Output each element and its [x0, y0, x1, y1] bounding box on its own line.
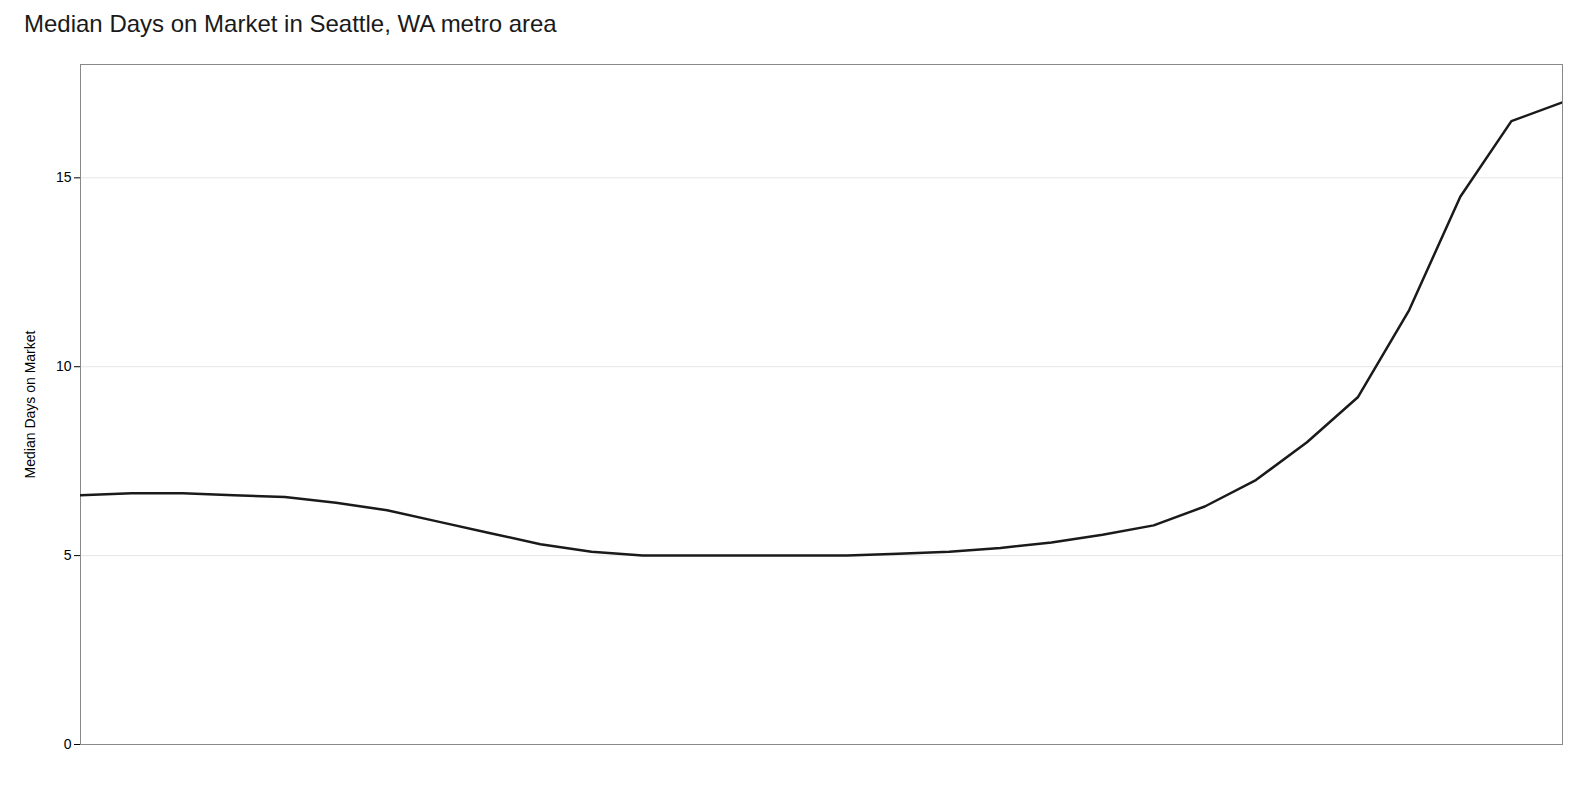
svg-text:15: 15	[56, 169, 72, 185]
svg-text:10: 10	[56, 358, 72, 374]
svg-text:5: 5	[64, 547, 72, 563]
svg-text:Median Days on Market: Median Days on Market	[22, 330, 38, 478]
svg-text:0: 0	[64, 736, 72, 752]
html-text:Median Days on Market in Seatt: Median Days on Market in Seattle, WA met…	[24, 10, 557, 37]
